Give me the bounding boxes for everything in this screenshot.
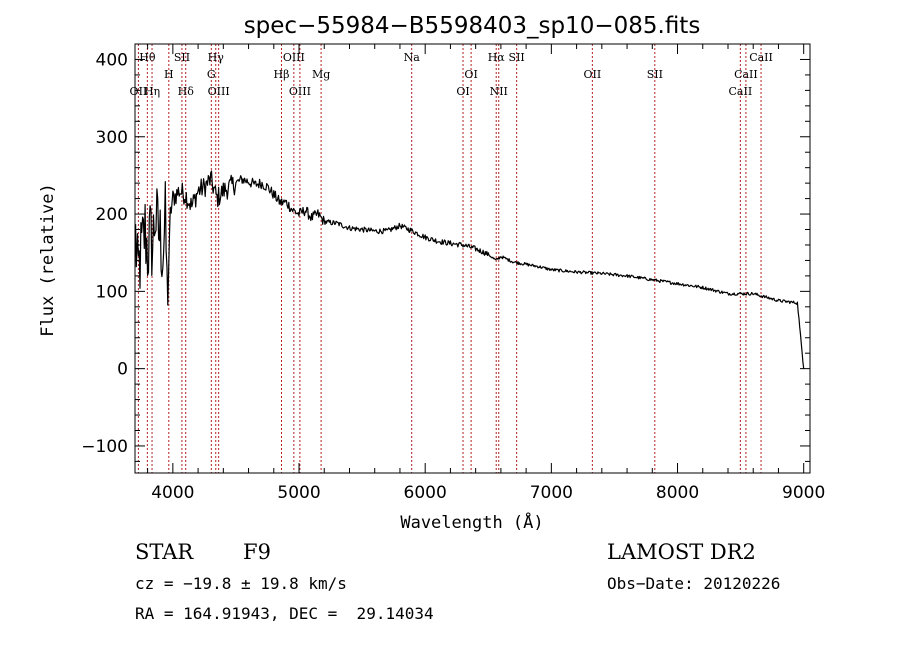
- spectral-line-markers: [137, 44, 762, 473]
- y-axis-ticks: −100 0 100 200 300 400: [81, 50, 810, 462]
- line-label: Na: [404, 51, 421, 64]
- chart-title: spec−55984−B5598403_sp10−085.fits: [244, 13, 701, 39]
- line-label: OII: [130, 85, 148, 98]
- line-label: Hη: [144, 85, 160, 98]
- line-label: OIII: [208, 85, 230, 98]
- plot-frame: [134, 43, 811, 474]
- y-tick-label: 200: [96, 205, 128, 225]
- line-label: SII: [174, 51, 190, 64]
- spectrum-chart: spec−55984−B5598403_sp10−085.fits HθOIIH…: [38, 13, 825, 533]
- spectrum-line: [135, 170, 805, 369]
- line-label: CaII: [749, 51, 773, 64]
- x-tick-label: 8000: [656, 483, 699, 503]
- line-label: OI: [456, 85, 469, 98]
- x-tick-label: 5000: [277, 483, 320, 503]
- y-tick-label: 400: [96, 50, 128, 70]
- coordinates-readout: RA = 164.91943, DEC = 29.14034: [135, 604, 434, 623]
- line-label: SII: [509, 51, 525, 64]
- line-label: OI: [464, 68, 477, 81]
- line-label: G: [207, 68, 216, 81]
- y-tick-label: 0: [117, 360, 128, 380]
- y-tick-label: 300: [96, 128, 128, 148]
- line-label: SII: [647, 68, 663, 81]
- y-tick-label: 100: [96, 282, 128, 302]
- line-label: Hβ: [274, 68, 290, 81]
- line-label: Mg: [312, 68, 330, 81]
- spectral-line-labels: HθOIIHηHSIIHδHγGOIIIHβOIIIOIIIMgNaOIOIHα…: [130, 51, 773, 98]
- redshift-readout: cz = −19.8 ± 19.8 km/s: [135, 574, 347, 593]
- line-label: OIII: [283, 51, 305, 64]
- line-label: H: [164, 68, 174, 81]
- line-label: NII: [490, 85, 508, 98]
- y-axis-label: Flux (relative): [38, 183, 58, 337]
- line-label: OIII: [289, 85, 311, 98]
- x-tick-label: 4000: [151, 483, 194, 503]
- object-class: STAR: [135, 540, 194, 564]
- x-tick-label: 6000: [404, 483, 447, 503]
- line-label: Hθ: [139, 51, 156, 64]
- survey-name: LAMOST DR2: [607, 540, 756, 564]
- line-label: OII: [584, 68, 602, 81]
- y-tick-label: −100: [81, 437, 128, 457]
- x-tick-label: 7000: [530, 483, 573, 503]
- line-label: Hδ: [178, 85, 195, 98]
- line-label: CaII: [729, 85, 753, 98]
- line-label: Hγ: [208, 51, 225, 64]
- line-label: CaII: [734, 68, 758, 81]
- x-tick-label: 9000: [782, 483, 825, 503]
- x-axis-ticks: 4000 5000 6000 7000 8000 9000: [147, 44, 825, 503]
- object-subclass: F9: [243, 540, 271, 564]
- x-axis-label: Wavelength (Å): [400, 511, 543, 533]
- observation-date: Obs−Date: 20120226: [607, 574, 781, 593]
- line-label: Hα: [488, 51, 506, 64]
